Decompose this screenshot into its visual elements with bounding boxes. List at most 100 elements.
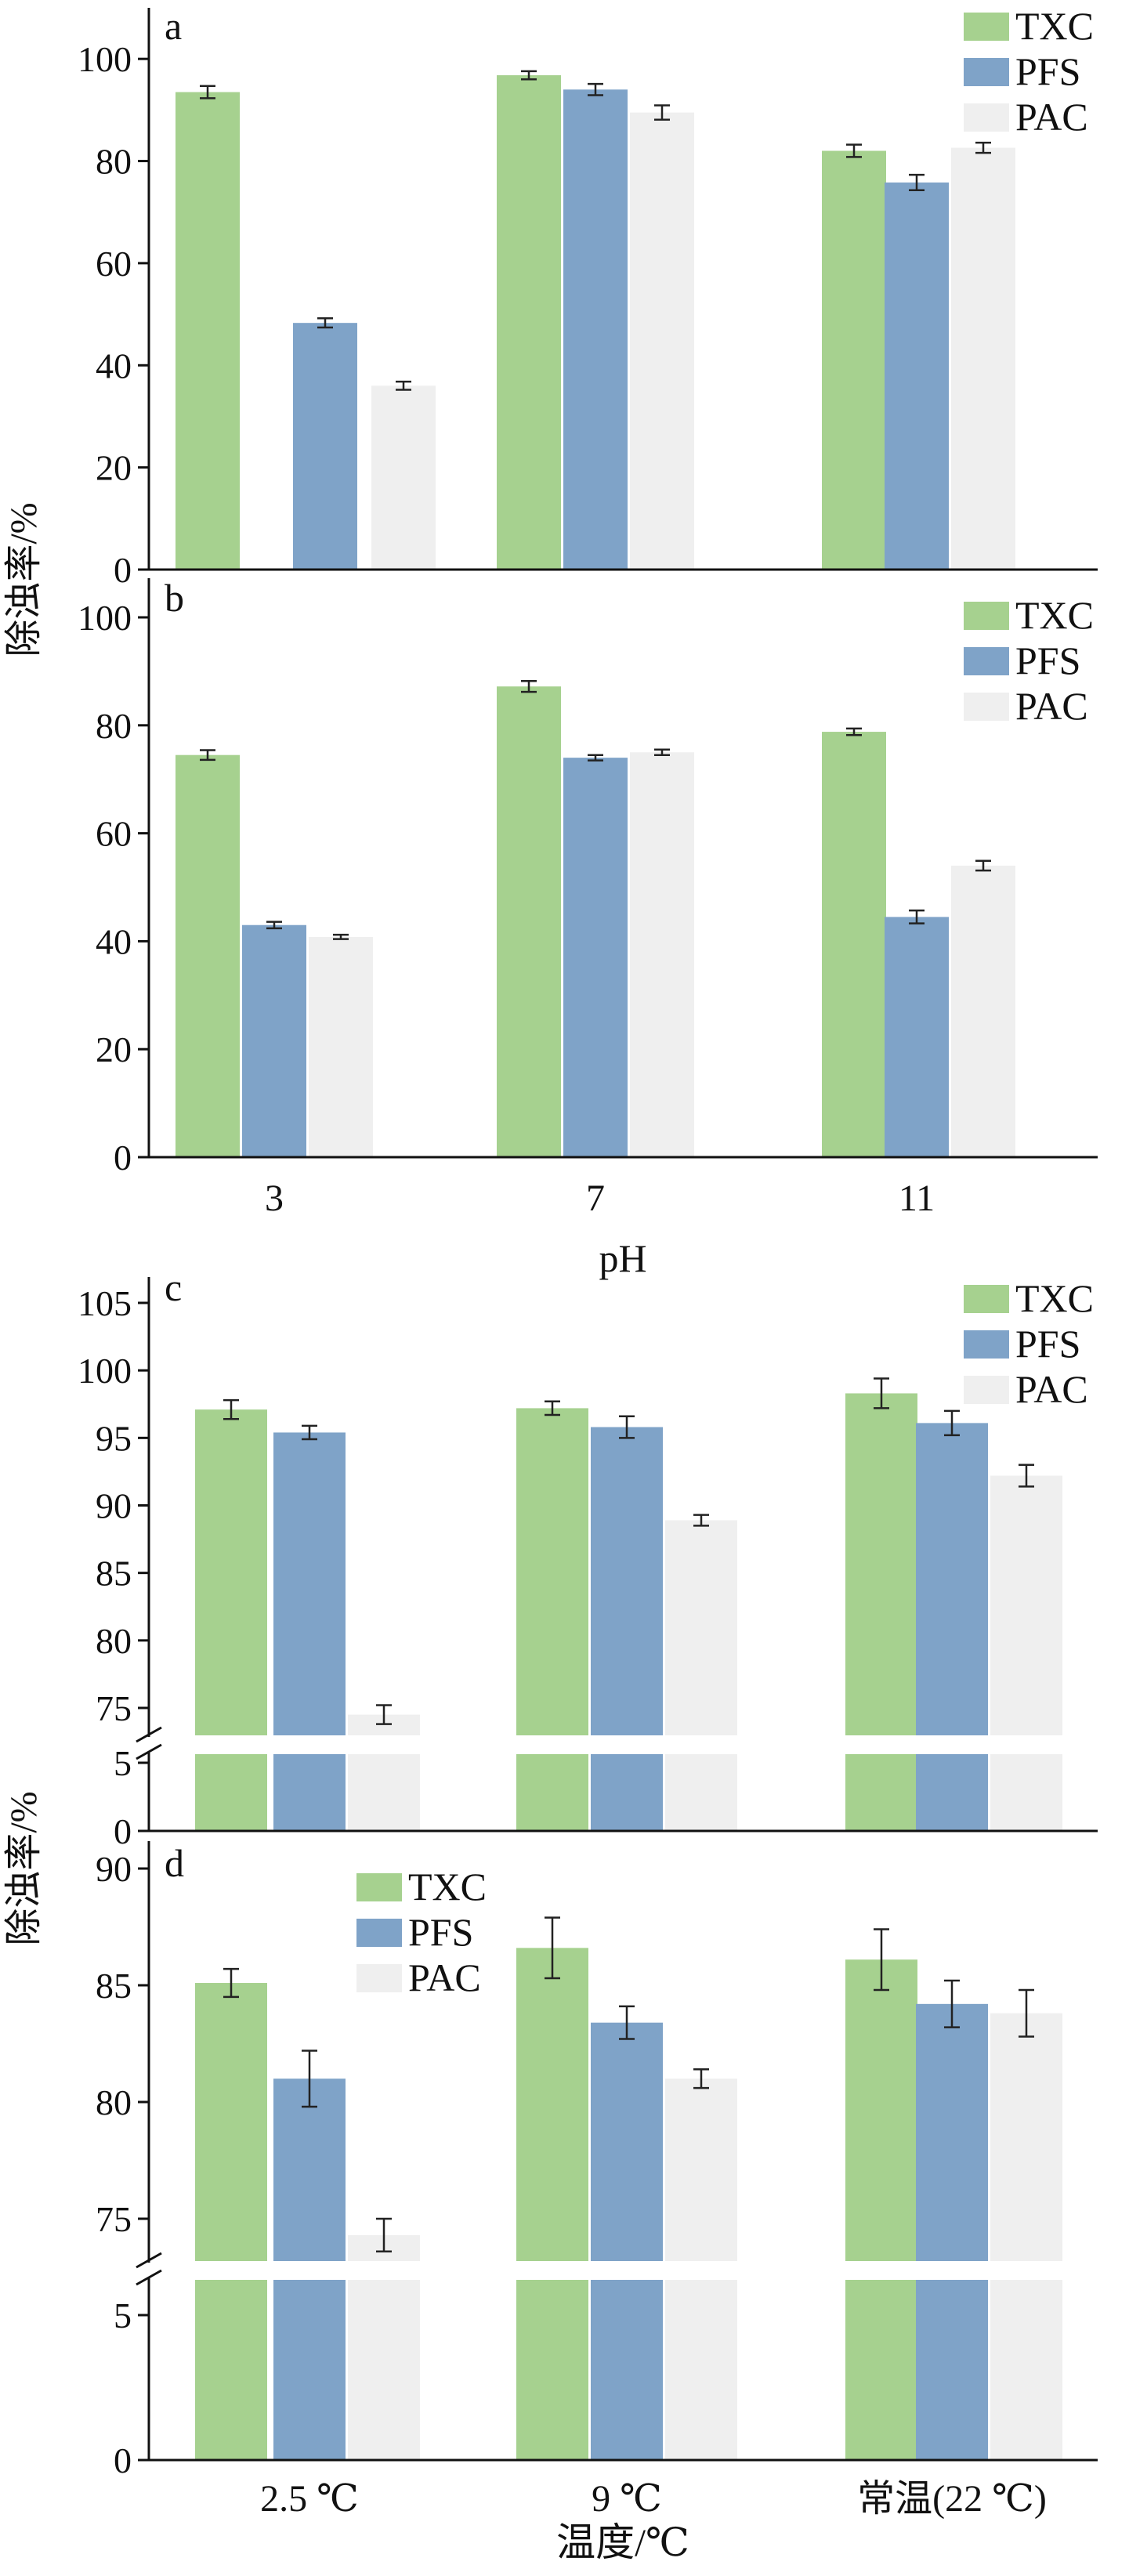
legend-swatch-txc: [356, 1873, 402, 1901]
y-tick-label: 40: [96, 921, 132, 961]
y-tick-label: 80: [96, 1621, 132, 1661]
bar-txc-lower: [845, 1754, 917, 1831]
legend-label-pac: PAC: [1015, 1367, 1088, 1411]
legend-label-pac: PAC: [1015, 95, 1088, 139]
bar-pfs-lower: [916, 2280, 988, 2460]
panel-label: d: [165, 1841, 184, 1885]
bar-txc: [195, 1409, 267, 1735]
x-tick-label: 3: [265, 1178, 284, 1219]
bar-pac: [630, 752, 694, 1157]
y-tick-label: 5: [114, 1743, 132, 1783]
bar-txc: [497, 686, 561, 1157]
axis-break-mark: [136, 2252, 162, 2269]
y-tick-label: 105: [78, 1283, 132, 1323]
bar-txc-lower: [195, 1754, 267, 1831]
bar-pac: [665, 1520, 737, 1735]
bar-txc: [516, 1408, 588, 1735]
axis-break-mark: [136, 2269, 162, 2286]
x-axis-label-top: pH: [599, 1236, 646, 1280]
bar-txc-lower: [845, 2280, 917, 2460]
y-tick-label: 0: [114, 550, 132, 590]
bar-pfs: [916, 2003, 988, 2261]
y-tick-label: 90: [96, 1849, 132, 1889]
y-tick-label: 5: [114, 2296, 132, 2335]
y-tick-label: 20: [96, 448, 132, 488]
bar-txc: [176, 92, 240, 570]
legend-label-txc: TXC: [1015, 1276, 1094, 1320]
x-tick-label: 2.5 ℃: [260, 2478, 359, 2520]
bar-pfs-lower: [273, 1754, 346, 1831]
bar-pac: [990, 1475, 1062, 1735]
y-tick-label: 80: [96, 142, 132, 182]
y-tick-label: 0: [114, 2440, 132, 2480]
legend-label-pfs: PFS: [408, 1910, 473, 1954]
bar-pac: [951, 865, 1015, 1157]
bar-pac-lower: [348, 1754, 420, 1831]
y-tick-label: 75: [96, 1688, 132, 1728]
x-tick-label: 9 ℃: [592, 2478, 662, 2520]
legend-swatch-pfs: [964, 647, 1009, 675]
bar-txc-lower: [516, 2280, 588, 2460]
y-tick-label: 80: [96, 706, 132, 746]
bar-txc: [822, 732, 886, 1157]
panel-label: a: [165, 4, 182, 48]
bar-pfs-lower: [273, 2280, 346, 2460]
legend-swatch-pfs: [964, 1330, 1009, 1359]
bar-txc: [516, 1948, 588, 2261]
bar-pfs: [591, 2022, 663, 2261]
bar-pfs-lower: [591, 2280, 663, 2460]
legend-swatch-pfs: [964, 58, 1009, 86]
legend-swatch-pac: [964, 1376, 1009, 1404]
bar-pfs-lower: [591, 1754, 663, 1831]
bar-txc-lower: [195, 2280, 267, 2460]
legend-label-pac: PAC: [1015, 684, 1088, 728]
legend-swatch-txc: [964, 13, 1009, 41]
y-tick-label: 0: [114, 1811, 132, 1851]
legend-swatch-pac: [964, 103, 1009, 132]
bar-pfs: [885, 917, 949, 1157]
legend-label-pfs: PFS: [1015, 49, 1080, 93]
bar-txc: [497, 75, 561, 570]
y-tick-label: 0: [114, 1138, 132, 1178]
legend-label-txc: TXC: [408, 1865, 487, 1908]
legend-swatch-pac: [964, 693, 1009, 721]
bar-pfs: [916, 1423, 988, 1735]
y-tick-label: 75: [96, 2199, 132, 2239]
bar-txc: [195, 1983, 267, 2261]
bar-pfs: [293, 323, 357, 570]
y-tick-label: 40: [96, 346, 132, 385]
x-tick-label: 7: [586, 1178, 605, 1219]
bar-txc: [845, 1959, 917, 2261]
bar-pac: [665, 2079, 737, 2261]
legend-label-pac: PAC: [408, 1956, 481, 1999]
bar-txc: [176, 754, 240, 1157]
y-tick-label: 100: [78, 1351, 132, 1391]
bar-txc: [845, 1393, 917, 1735]
bar-pac-lower: [665, 1754, 737, 1831]
x-tick-label: 11: [899, 1178, 935, 1219]
bar-pfs: [242, 924, 306, 1157]
panel-label: b: [165, 576, 184, 620]
y-tick-label: 85: [96, 1554, 132, 1594]
legend-swatch-txc: [964, 1285, 1009, 1313]
legend-swatch-txc: [964, 602, 1009, 630]
legend-label-pfs: PFS: [1015, 639, 1080, 682]
bar-pac: [309, 936, 373, 1157]
bar-txc: [822, 150, 886, 570]
y-axis-label-bottom: 除浊率/%: [3, 1791, 45, 1945]
legend-label-pfs: PFS: [1015, 1322, 1080, 1366]
bar-pfs: [591, 1427, 663, 1735]
bar-pac: [951, 147, 1015, 570]
bar-pfs: [563, 758, 628, 1157]
y-tick-label: 100: [78, 598, 132, 638]
bar-txc-lower: [516, 1754, 588, 1831]
legend-swatch-pfs: [356, 1919, 402, 1947]
y-tick-label: 90: [96, 1486, 132, 1526]
bar-pac-lower: [348, 2280, 420, 2460]
